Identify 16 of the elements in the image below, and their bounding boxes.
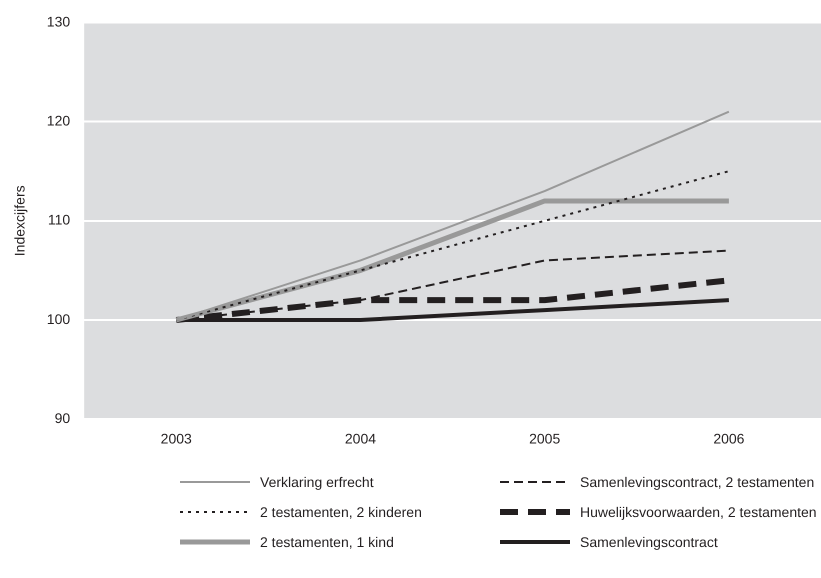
x-tick-label: 2005 (529, 430, 560, 446)
legend-label: Huwelijksvoorwaarden, 2 testamenten (580, 504, 817, 520)
legend-label: Samenlevingscontract, 2 testamenten (580, 474, 814, 490)
y-tick-label: 100 (46, 310, 70, 327)
y-tick-label: 110 (48, 212, 70, 228)
y-tick-label: 90 (54, 410, 70, 426)
legend-label: Verklaring erfrecht (260, 474, 374, 490)
x-tick-label: 2006 (713, 430, 745, 446)
y-tick-label: 120 (46, 112, 70, 128)
x-tick-label: 2003 (160, 430, 192, 446)
x-tick-label: 2004 (344, 430, 376, 446)
legend-label: 2 testamenten, 2 kinderen (260, 504, 422, 520)
y-tick-label: 130 (46, 13, 70, 30)
y-axis-title: Indexcijfers (11, 185, 28, 256)
legend-label: Samenlevingscontract (580, 534, 718, 550)
legend-label: 2 testamenten, 1 kind (260, 534, 394, 550)
